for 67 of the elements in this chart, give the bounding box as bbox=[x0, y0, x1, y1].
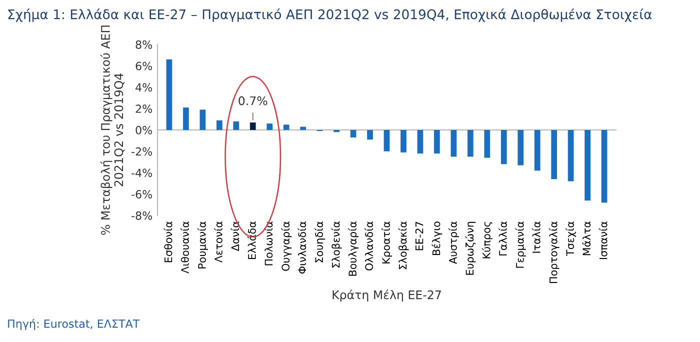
x-tick-label: Αυστρία bbox=[448, 222, 459, 264]
bar bbox=[300, 126, 306, 130]
bar bbox=[400, 130, 406, 152]
bar bbox=[266, 124, 273, 130]
bar bbox=[334, 130, 340, 132]
x-tick-label: Σλοβακία bbox=[398, 222, 409, 270]
x-tick-label: Τσεχία bbox=[566, 222, 576, 256]
bar bbox=[417, 130, 424, 154]
x-tick-label: Γαλλία bbox=[498, 222, 507, 256]
y-tick-label: -6% bbox=[132, 190, 152, 198]
x-axis-title: Κράτη Μέλη ΕΕ-27 bbox=[332, 290, 441, 302]
bar bbox=[166, 59, 172, 130]
bar bbox=[183, 108, 189, 130]
x-tick-label: Ρουμανία bbox=[197, 222, 208, 268]
bar bbox=[500, 130, 507, 164]
bar bbox=[534, 130, 540, 171]
x-tick-label: Κροατία bbox=[382, 222, 392, 264]
y-tick-label: 4% bbox=[136, 83, 152, 92]
annotation: 0.7% bbox=[238, 96, 268, 106]
x-tick-label: Ουγγαρία bbox=[281, 222, 292, 271]
x-tick-label: Σλοβενία bbox=[331, 222, 342, 268]
text: Πηγή: Eurostat, ΕΛΣΤΑΤ bbox=[8, 318, 140, 330]
y-tick-label: -4% bbox=[132, 168, 152, 178]
chart-title: Σχήμα 1: Ελλάδα και ΕΕ-27 – Πραγματικό ΑΕΠ 2021Q2 vs 2019Q4, Εποχικά Διορθωμένα Στοιχεία bbox=[8, 8, 652, 22]
bar bbox=[250, 122, 256, 130]
bar bbox=[350, 130, 356, 138]
bar bbox=[518, 130, 524, 166]
y-tick-label: -2% bbox=[132, 147, 152, 156]
bar bbox=[283, 124, 290, 130]
bar bbox=[568, 130, 574, 182]
bar bbox=[233, 121, 240, 130]
y-tick-label: 2% bbox=[136, 104, 152, 113]
bar bbox=[216, 120, 222, 130]
bar bbox=[384, 130, 390, 152]
x-tick-label: Σουηδία bbox=[314, 222, 326, 262]
y-tick-label: 0% bbox=[136, 126, 152, 134]
bar bbox=[450, 130, 457, 157]
x-tick-label: Γερμανία bbox=[515, 222, 526, 268]
x-tick-label: Φινλανδία bbox=[298, 222, 306, 274]
bar bbox=[434, 130, 440, 154]
bar bbox=[551, 130, 558, 180]
x-tick-label: Ευρωζώνη bbox=[465, 222, 476, 275]
x-tick-label: Ισπανία bbox=[598, 222, 608, 260]
bar bbox=[484, 130, 490, 158]
y-tick-label: -8% bbox=[132, 211, 152, 220]
x-tick-label: Ελλάδα bbox=[247, 222, 256, 260]
x-tick-label: Πορτογαλία bbox=[548, 222, 560, 284]
x-tick-label: Βουλγαρία bbox=[348, 222, 359, 276]
x-tick-label: Εσθονία bbox=[164, 222, 172, 262]
bar bbox=[467, 130, 474, 157]
x-tick-label: Μάλτα bbox=[582, 222, 591, 256]
bar bbox=[200, 110, 206, 130]
bar bbox=[601, 130, 608, 203]
x-tick-label: ΕΕ-27 bbox=[415, 222, 424, 250]
x-tick-label: Ολλανδία bbox=[364, 222, 374, 270]
bar bbox=[367, 130, 373, 140]
x-tick-label: Ιταλία bbox=[532, 222, 540, 253]
x-tick-label: Πολωνία bbox=[264, 222, 273, 266]
x-tick-label: Βέλγιο bbox=[432, 222, 442, 255]
y-tick-label: 6% bbox=[136, 62, 152, 70]
x-tick-label: Κύπρος bbox=[482, 222, 492, 258]
x-tick-label: Λιθουανία bbox=[180, 222, 189, 274]
bar bbox=[584, 130, 590, 200]
x-tick-label: Δανία bbox=[230, 222, 240, 252]
y-axis-title: % Μεταβολή του Πραγματικού ΑΕΠ 2021Q2 vs 2019Q4 bbox=[100, 26, 125, 235]
y-tick-label: 8% bbox=[136, 40, 152, 49]
x-tick-label: Λετονία bbox=[214, 222, 222, 263]
